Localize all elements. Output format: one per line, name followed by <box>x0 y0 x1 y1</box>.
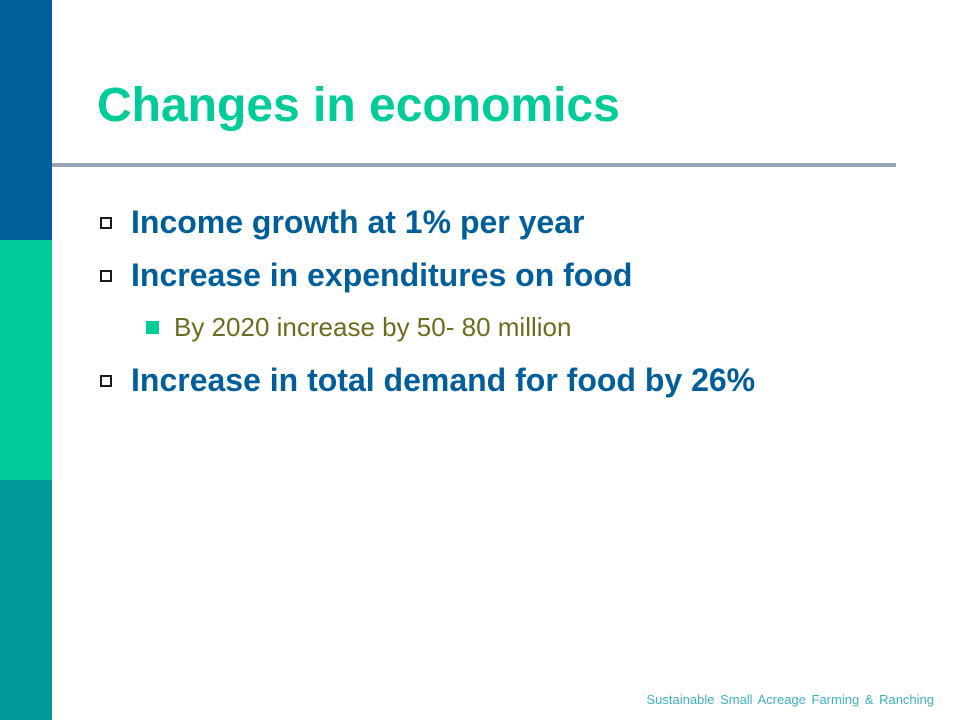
slide-title: Changes in economics <box>97 79 620 132</box>
bullet-text: Increase in total demand for food by 26% <box>131 362 756 398</box>
title-divider <box>52 163 896 167</box>
bullet-item: Increase in expenditures on food <box>100 257 632 294</box>
bullet-item: Increase in total demand for food by 26% <box>100 362 755 399</box>
filled-square-bullet-icon <box>146 321 159 334</box>
slide-footer: Sustainable Small Acreage Farming & Ranc… <box>646 692 934 707</box>
bullet-text: Increase in expenditures on food <box>131 257 633 293</box>
sidebar-band-middle <box>0 240 52 480</box>
sidebar-band-top <box>0 0 52 240</box>
sub-bullet-item: By 2020 increase by 50- 80 million <box>146 312 571 343</box>
sub-bullet-text: By 2020 increase by 50- 80 million <box>174 312 572 342</box>
bullet-item: Income growth at 1% per year <box>100 204 584 241</box>
hollow-square-bullet-icon <box>100 216 112 229</box>
hollow-square-bullet-icon <box>100 374 112 387</box>
bullet-list: Income growth at 1% per year Increase in… <box>100 0 940 720</box>
bullet-text: Income growth at 1% per year <box>131 204 585 240</box>
sidebar-band-bottom <box>0 480 52 720</box>
hollow-square-bullet-icon <box>100 269 112 282</box>
